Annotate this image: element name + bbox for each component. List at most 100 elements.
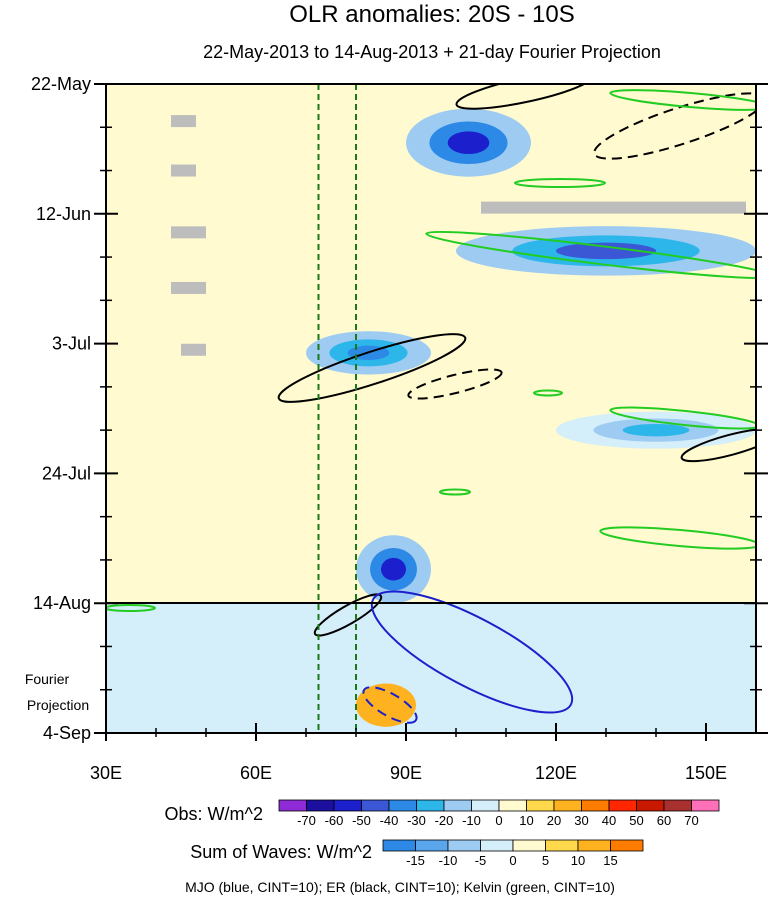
colorbar-box — [581, 799, 610, 812]
anomaly-region — [356, 683, 416, 727]
colorbar-box — [663, 799, 692, 812]
colorbar-box — [636, 799, 665, 812]
y-tick-label: 12-Jun — [36, 204, 91, 224]
colorbar-level-label: 5 — [542, 853, 549, 868]
projection-label-line2: Projection — [27, 697, 89, 713]
colorbar-box — [306, 799, 335, 812]
x-axis: 30E 60E 90E 120E 150E — [90, 723, 727, 783]
obs-background — [106, 84, 756, 603]
y-tick-label: 3-Jul — [52, 334, 91, 354]
missing-data-patch — [171, 115, 196, 128]
colorbar-level-label: -60 — [325, 813, 344, 828]
kelvin-contour — [439, 488, 471, 496]
er-contour — [407, 368, 503, 400]
anomaly-region-peak — [381, 557, 406, 581]
missing-data-patch — [481, 201, 746, 214]
colorbar-level-label: 70 — [684, 813, 698, 828]
colorbar-level-label: 60 — [657, 813, 671, 828]
colorbar-box — [608, 799, 637, 812]
colorbar-level-label: -15 — [406, 853, 425, 868]
er-contour — [680, 427, 756, 463]
x-tick-label: 60E — [240, 763, 272, 783]
kelvin-contour — [425, 230, 756, 280]
projection-label-line1: Fourier — [25, 671, 70, 687]
colorbar-level-label: 40 — [602, 813, 616, 828]
colorbar-level-label: 20 — [547, 813, 561, 828]
kelvin-contour — [599, 526, 756, 550]
plot-frame — [105, 83, 757, 734]
x-tick-label: 30E — [90, 763, 122, 783]
colorbar-level-label: 0 — [509, 853, 516, 868]
colorbar-box — [480, 839, 514, 852]
colorbar-box — [553, 799, 582, 812]
colorbar-box — [333, 799, 362, 812]
kelvin-contour — [514, 178, 606, 188]
y-tick-label: 4-Sep — [43, 723, 91, 743]
kelvin-contour — [609, 89, 756, 111]
colorbar-level-label: -40 — [380, 813, 399, 828]
kelvin-contour — [106, 604, 156, 612]
colorbar-box — [447, 839, 481, 852]
colorbar-box — [498, 799, 527, 812]
anomaly-region — [381, 621, 556, 715]
colorbar-level-label: -70 — [297, 813, 316, 828]
colorbar-level-label: 10 — [519, 813, 533, 828]
kelvin-contour — [609, 406, 756, 430]
anomaly-region-peak — [622, 423, 690, 437]
colorbar-box — [416, 799, 445, 812]
colorbar-box — [388, 799, 417, 812]
missing-data-patch — [171, 226, 206, 239]
colorbar-box — [545, 839, 579, 852]
er-contour — [313, 593, 383, 637]
chart-subtitle: 22-May-2013 to 14-Aug-2013 + 21-day Four… — [203, 42, 661, 62]
waves-colorbar: -15 -10 -5 0 5 10 15 — [382, 839, 644, 868]
colorbar-box — [361, 799, 390, 812]
wave-contours — [106, 84, 756, 724]
missing-data-patch — [181, 343, 206, 356]
er-contour — [455, 84, 595, 110]
mjo-contour — [370, 590, 574, 714]
x-tick-label: 120E — [535, 763, 577, 783]
reference-lines — [317, 84, 357, 733]
colorbar-level-label: -30 — [407, 813, 426, 828]
colorbar-level-label: -10 — [462, 813, 481, 828]
colorbar-box — [382, 839, 416, 852]
waves-colorbar-label: Sum of Waves: W/m^2 — [190, 842, 372, 862]
plot-area — [106, 84, 756, 733]
missing-data-patches — [171, 115, 746, 356]
colorbar-box — [443, 799, 472, 812]
obs-colorbar-label: Obs: W/m^2 — [165, 804, 263, 824]
colorbar-level-label: 50 — [629, 813, 643, 828]
y-tick-label: 24-Jul — [42, 463, 91, 483]
colorbar-level-label: 30 — [574, 813, 588, 828]
colorbar-box — [512, 839, 546, 852]
x-tick-label: 150E — [685, 763, 727, 783]
colorbar-box — [691, 799, 720, 812]
anomaly-region-peak — [556, 242, 656, 260]
chart-title: OLR anomalies: 20S - 10S — [289, 1, 574, 28]
colorbar-box — [415, 839, 449, 852]
colorbar-level-label: 0 — [495, 813, 502, 828]
colorbar-level-label: -5 — [475, 853, 487, 868]
er-contour — [277, 333, 467, 403]
y-tick-label: 22-May — [31, 74, 91, 94]
contour-legend: MJO (blue, CINT=10); ER (black, CINT=10)… — [185, 879, 615, 895]
colorbar-box — [577, 839, 611, 852]
missing-data-patch — [171, 281, 206, 294]
colorbar-level-label: 15 — [603, 853, 617, 868]
mjo-contour — [362, 686, 418, 724]
colorbar-level-label: -20 — [435, 813, 454, 828]
colorbar-box — [471, 799, 500, 812]
colorbar-level-label: -50 — [352, 813, 371, 828]
y-tick-label: 14-Aug — [33, 593, 91, 613]
colorbar-level-label: -10 — [439, 853, 458, 868]
colorbar-box — [278, 799, 307, 812]
y-axis: 22-May 12-Jun 3-Jul 24-Jul 14-Aug 4-Sep — [31, 74, 768, 743]
anomaly-region-peak — [447, 131, 490, 155]
missing-data-patch — [171, 164, 196, 177]
colorbar-box — [610, 839, 644, 852]
kelvin-contour — [533, 389, 563, 397]
colorbar-level-label: 10 — [571, 853, 585, 868]
obs-colorbar: -70 -60 -50 -40 -30 -20 -10 0 10 20 30 40 50 60 70 — [278, 799, 720, 828]
